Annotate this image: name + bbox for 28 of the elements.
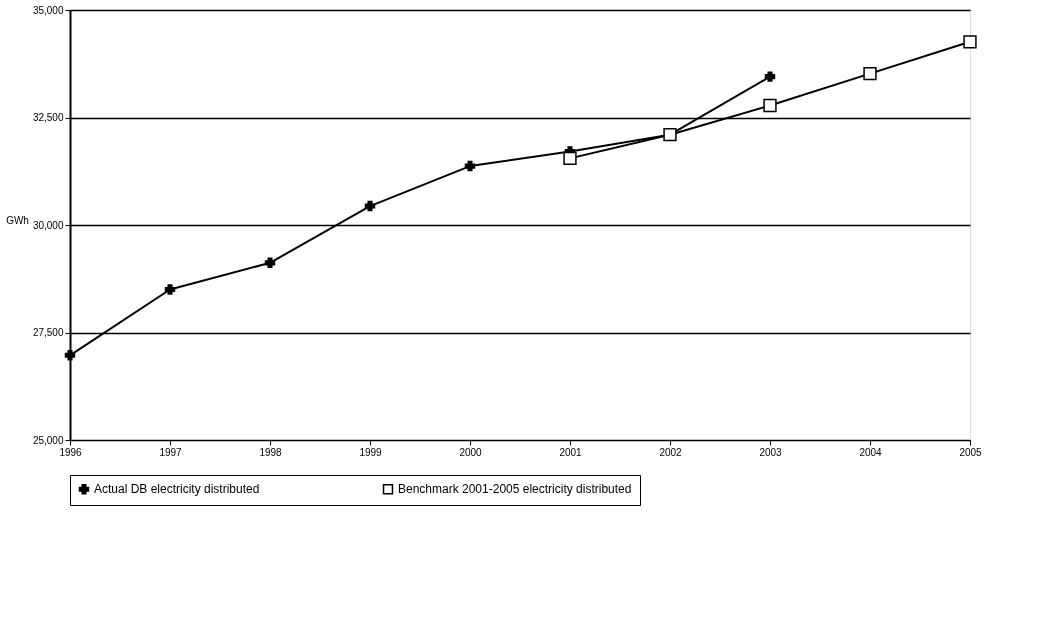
x-tick-label: 2000 — [459, 446, 483, 458]
x-tick-label: 1997 — [159, 446, 183, 458]
point — [364, 200, 376, 212]
point — [863, 66, 877, 81]
x-tick-label: 2002 — [659, 446, 683, 458]
point — [963, 35, 977, 49]
point — [764, 71, 776, 82]
y-tick-label: 30,000 — [32, 219, 64, 231]
y-tick-label: 35,000 — [32, 4, 64, 16]
y-tick-label: 32,500 — [32, 112, 64, 123]
x-tick-label: 1999 — [359, 446, 383, 458]
point — [763, 98, 777, 113]
y-tick-label: 25,000 — [32, 434, 64, 446]
x-tick-label: 1996 — [59, 446, 83, 458]
point — [264, 257, 276, 269]
y-axis-title: GWh — [6, 214, 29, 226]
x-tick-label: 1998 — [259, 446, 283, 458]
x-tick-label: 2004 — [859, 446, 883, 458]
point — [563, 151, 577, 166]
legend-label: Actual DB electricity distributed — [94, 482, 260, 497]
y-tick-label: 27,500 — [32, 327, 64, 338]
x-tick-label: 2001 — [559, 446, 583, 458]
legend-label: Benchmark 2001-2005 electricity distributed — [398, 482, 632, 497]
x-tick-label: 2005 — [959, 446, 983, 458]
point — [64, 350, 76, 361]
point — [464, 160, 476, 172]
x-tick-label: 2003 — [759, 446, 783, 458]
point — [164, 284, 176, 295]
